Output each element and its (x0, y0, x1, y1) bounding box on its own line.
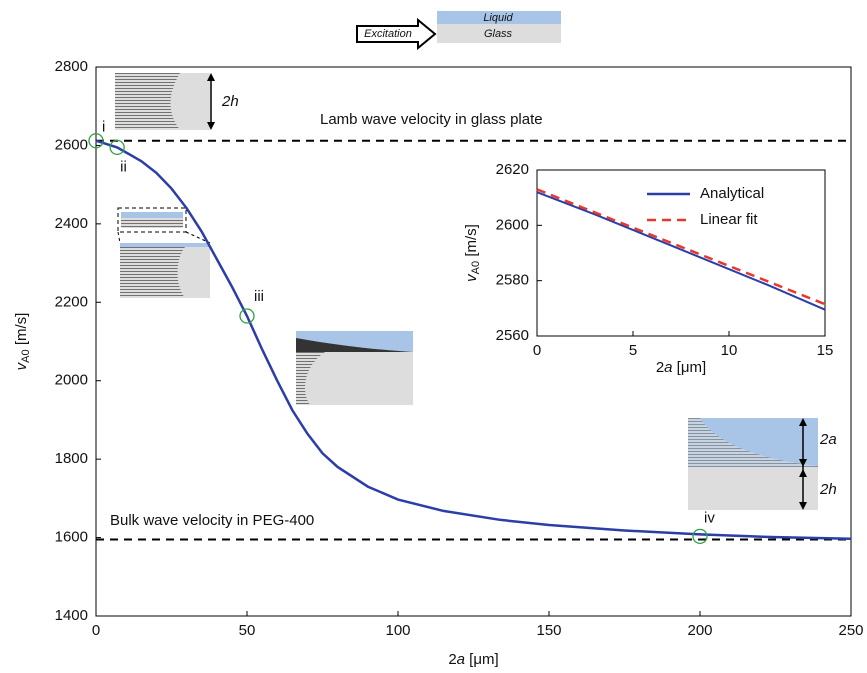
excitation-label: Excitation (364, 28, 412, 40)
marker-label: iii (254, 288, 264, 305)
excitation-schematic: Excitation Liquid Glass (356, 11, 561, 51)
marker (109, 139, 125, 156)
y-tick-label: 2400 (55, 215, 88, 232)
y-tick-label: 2600 (496, 216, 529, 233)
label-symbol: v (13, 361, 30, 370)
label-unit: [μm] (465, 651, 499, 668)
label-unit: [m/s] (463, 224, 480, 261)
y-tick-label: 1400 (55, 607, 88, 624)
data-line (536, 191, 826, 311)
axis-label: 2a [μm] (448, 651, 498, 668)
mode-schematic-ii (117, 207, 211, 298)
thickness-label: 2h (221, 93, 239, 110)
liquid-label: Liquid (483, 12, 513, 24)
label-symbol: a (457, 651, 465, 668)
axis-label: 2a [μm] (656, 359, 706, 376)
liquid-thickness-label: 2a (819, 431, 837, 448)
axis-label: vA0 [m/s] (13, 313, 32, 371)
axis-label: vA0 [m/s] (463, 224, 482, 282)
data-line (536, 188, 826, 306)
x-tick-label: 5 (629, 342, 637, 359)
glass-label: Glass (484, 28, 513, 40)
legend-label: Linear fit (700, 211, 758, 228)
y-tick-label: 2800 (55, 58, 88, 75)
y-tick-label: 2580 (496, 272, 529, 289)
mode-schematic-i: 2h (115, 73, 239, 130)
x-tick-label: 250 (838, 622, 863, 639)
y-tick-label: 2560 (496, 327, 529, 344)
label-unit: [m/s] (13, 313, 30, 350)
y-tick-label: 2600 (55, 136, 88, 153)
marker-label: ii (120, 158, 127, 175)
data-line (95, 139, 852, 540)
marker (88, 133, 104, 149)
glass-thickness-label: 2h (819, 481, 837, 498)
x-tick-label: 10 (721, 342, 738, 359)
label-part: 2 (656, 359, 664, 376)
y-tick-label: 2620 (496, 161, 529, 178)
x-tick-label: 100 (385, 622, 410, 639)
y-tick-label: 1600 (55, 529, 88, 546)
plot-frame (95, 66, 852, 617)
y-tick-label: 1800 (55, 450, 88, 467)
y-tick-label: 2200 (55, 293, 88, 310)
x-tick-label: 0 (92, 622, 100, 639)
reference-label: Bulk wave velocity in PEG-400 (110, 512, 314, 529)
mode-schematic-iv: 2a 2h (688, 418, 837, 510)
label-unit: [μm] (673, 359, 707, 376)
mode-schematic-iii (296, 331, 413, 405)
x-tick-label: 200 (687, 622, 712, 639)
marker-label: i (102, 119, 105, 136)
label-symbol: v (463, 273, 480, 282)
label-subscript: A0 (20, 349, 32, 362)
x-tick-label: 150 (536, 622, 561, 639)
legend-label: Analytical (700, 185, 764, 202)
label-symbol: a (664, 359, 672, 376)
x-tick-label: 15 (817, 342, 834, 359)
reference-label: Lamb wave velocity in glass plate (320, 111, 543, 128)
label-part: 2 (448, 651, 456, 668)
plot-frame (536, 169, 826, 337)
x-tick-label: 50 (239, 622, 256, 639)
label-subscript: A0 (470, 261, 482, 274)
marker-label: iv (704, 509, 715, 526)
marker (239, 308, 255, 324)
marker (692, 528, 708, 545)
x-tick-label: 0 (533, 342, 541, 359)
y-tick-label: 2000 (55, 372, 88, 389)
